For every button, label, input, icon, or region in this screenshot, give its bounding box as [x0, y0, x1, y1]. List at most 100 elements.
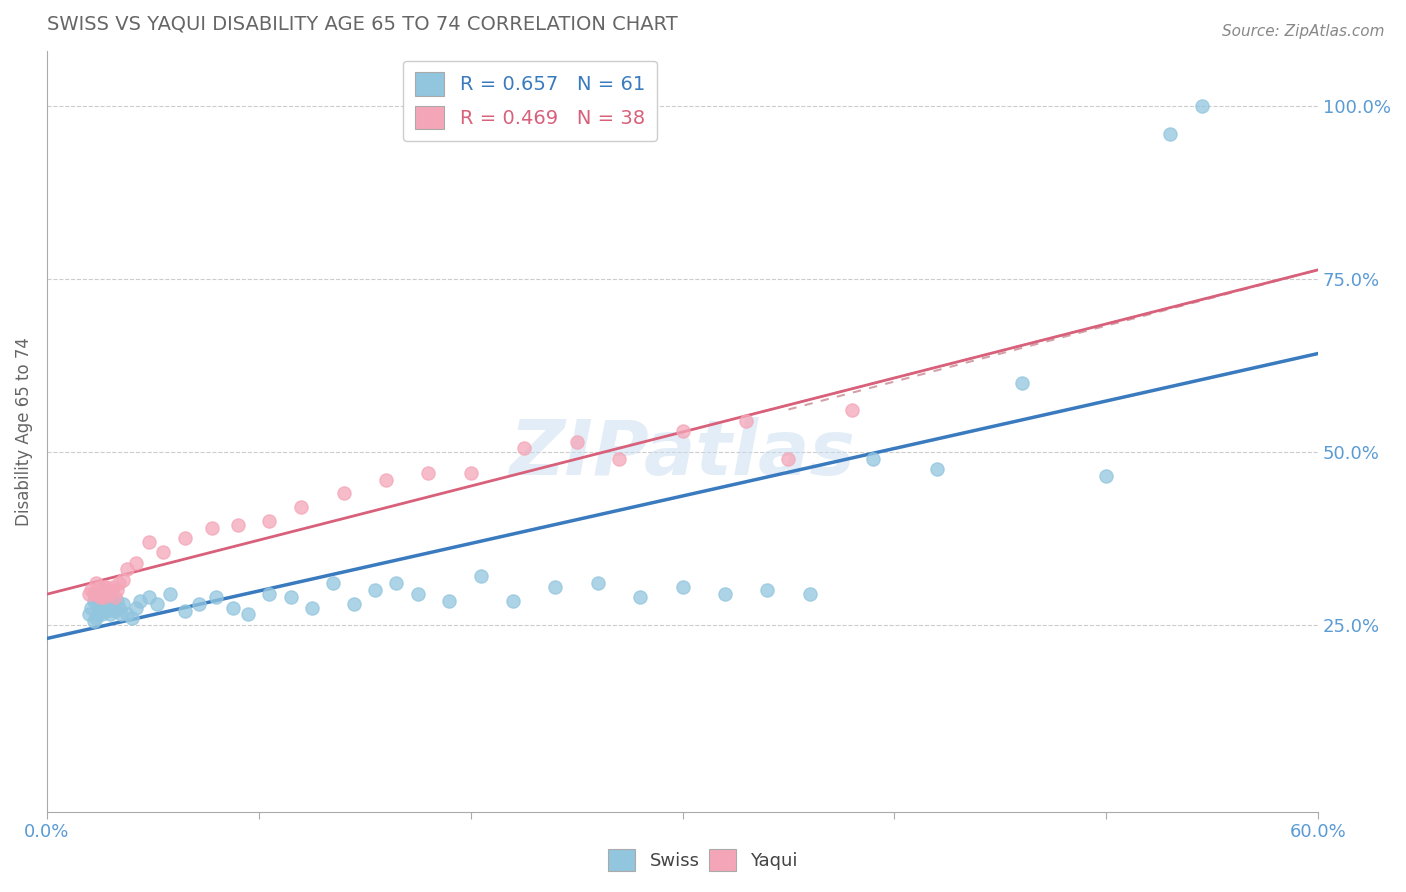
Point: [117, 562, 139, 576]
Point: [77, 607, 100, 622]
Point: [460, 466, 482, 480]
Point: [96, 604, 118, 618]
Point: [89, 587, 111, 601]
Point: [89, 590, 111, 604]
Point: [188, 597, 211, 611]
Point: [93, 590, 115, 604]
Point: [146, 597, 169, 611]
Point: [544, 580, 567, 594]
Point: [756, 583, 779, 598]
Point: [332, 486, 354, 500]
Legend: R = 0.657   N = 61, R = 0.469   N = 38: R = 0.657 N = 61, R = 0.469 N = 38: [404, 61, 657, 141]
Point: [238, 607, 260, 622]
Point: [385, 576, 408, 591]
Point: [1191, 99, 1213, 113]
Y-axis label: Disability Age 65 to 74: Disability Age 65 to 74: [15, 337, 32, 525]
Point: [89, 580, 111, 594]
Point: [129, 593, 152, 607]
Point: [173, 532, 195, 546]
Point: [607, 451, 630, 466]
Point: [87, 593, 110, 607]
Point: [439, 593, 461, 607]
Point: [80, 583, 103, 598]
Point: [173, 604, 195, 618]
Point: [108, 576, 131, 591]
Point: [374, 473, 396, 487]
Point: [406, 587, 429, 601]
Point: [80, 600, 103, 615]
Point: [628, 590, 651, 604]
Point: [108, 600, 131, 615]
Point: [84, 590, 107, 604]
Point: [112, 597, 135, 611]
Point: [83, 593, 105, 607]
Point: [1159, 127, 1181, 141]
Point: [502, 593, 524, 607]
Point: [83, 615, 105, 629]
Point: [105, 583, 128, 598]
Text: Source: ZipAtlas.com: Source: ZipAtlas.com: [1222, 24, 1385, 39]
Point: [100, 607, 122, 622]
Point: [671, 424, 693, 438]
Point: [671, 580, 693, 594]
Point: [1011, 376, 1033, 390]
Point: [586, 576, 609, 591]
Point: [96, 587, 118, 601]
Point: [799, 587, 821, 601]
Point: [87, 587, 110, 601]
Point: [138, 534, 160, 549]
Point: [101, 597, 124, 611]
Point: [152, 545, 174, 559]
Point: [91, 607, 114, 622]
Point: [778, 451, 800, 466]
Point: [104, 590, 127, 604]
Point: [93, 580, 115, 594]
Text: ZIPatlas: ZIPatlas: [509, 417, 855, 491]
Point: [83, 587, 105, 601]
Point: [125, 600, 148, 615]
Point: [89, 604, 111, 618]
Point: [96, 580, 118, 594]
Point: [97, 597, 120, 611]
Point: [159, 587, 181, 601]
Point: [259, 587, 281, 601]
Point: [222, 600, 245, 615]
Point: [862, 451, 884, 466]
Point: [91, 590, 114, 604]
Point: [77, 587, 100, 601]
Point: [87, 607, 110, 622]
Point: [121, 611, 143, 625]
Point: [418, 466, 440, 480]
Point: [290, 500, 312, 515]
Point: [841, 403, 863, 417]
Point: [735, 414, 758, 428]
Point: [226, 517, 249, 532]
Point: [110, 607, 132, 622]
Point: [93, 583, 115, 598]
Point: [125, 556, 148, 570]
Point: [470, 569, 492, 583]
Point: [565, 434, 588, 449]
Point: [100, 590, 122, 604]
Point: [925, 462, 948, 476]
Point: [117, 607, 139, 622]
Point: [84, 576, 107, 591]
Point: [138, 590, 160, 604]
Point: [91, 587, 114, 601]
Point: [280, 590, 302, 604]
Point: [112, 573, 135, 587]
Point: [364, 583, 387, 598]
Point: [205, 590, 228, 604]
Point: [322, 576, 344, 591]
Point: [512, 442, 534, 456]
Point: [84, 611, 107, 625]
Point: [93, 600, 115, 615]
Point: [105, 593, 128, 607]
Point: [104, 604, 127, 618]
Point: [301, 600, 323, 615]
Point: [714, 587, 737, 601]
Point: [1095, 469, 1118, 483]
Point: [101, 580, 124, 594]
Point: [259, 514, 281, 528]
Point: [343, 597, 366, 611]
